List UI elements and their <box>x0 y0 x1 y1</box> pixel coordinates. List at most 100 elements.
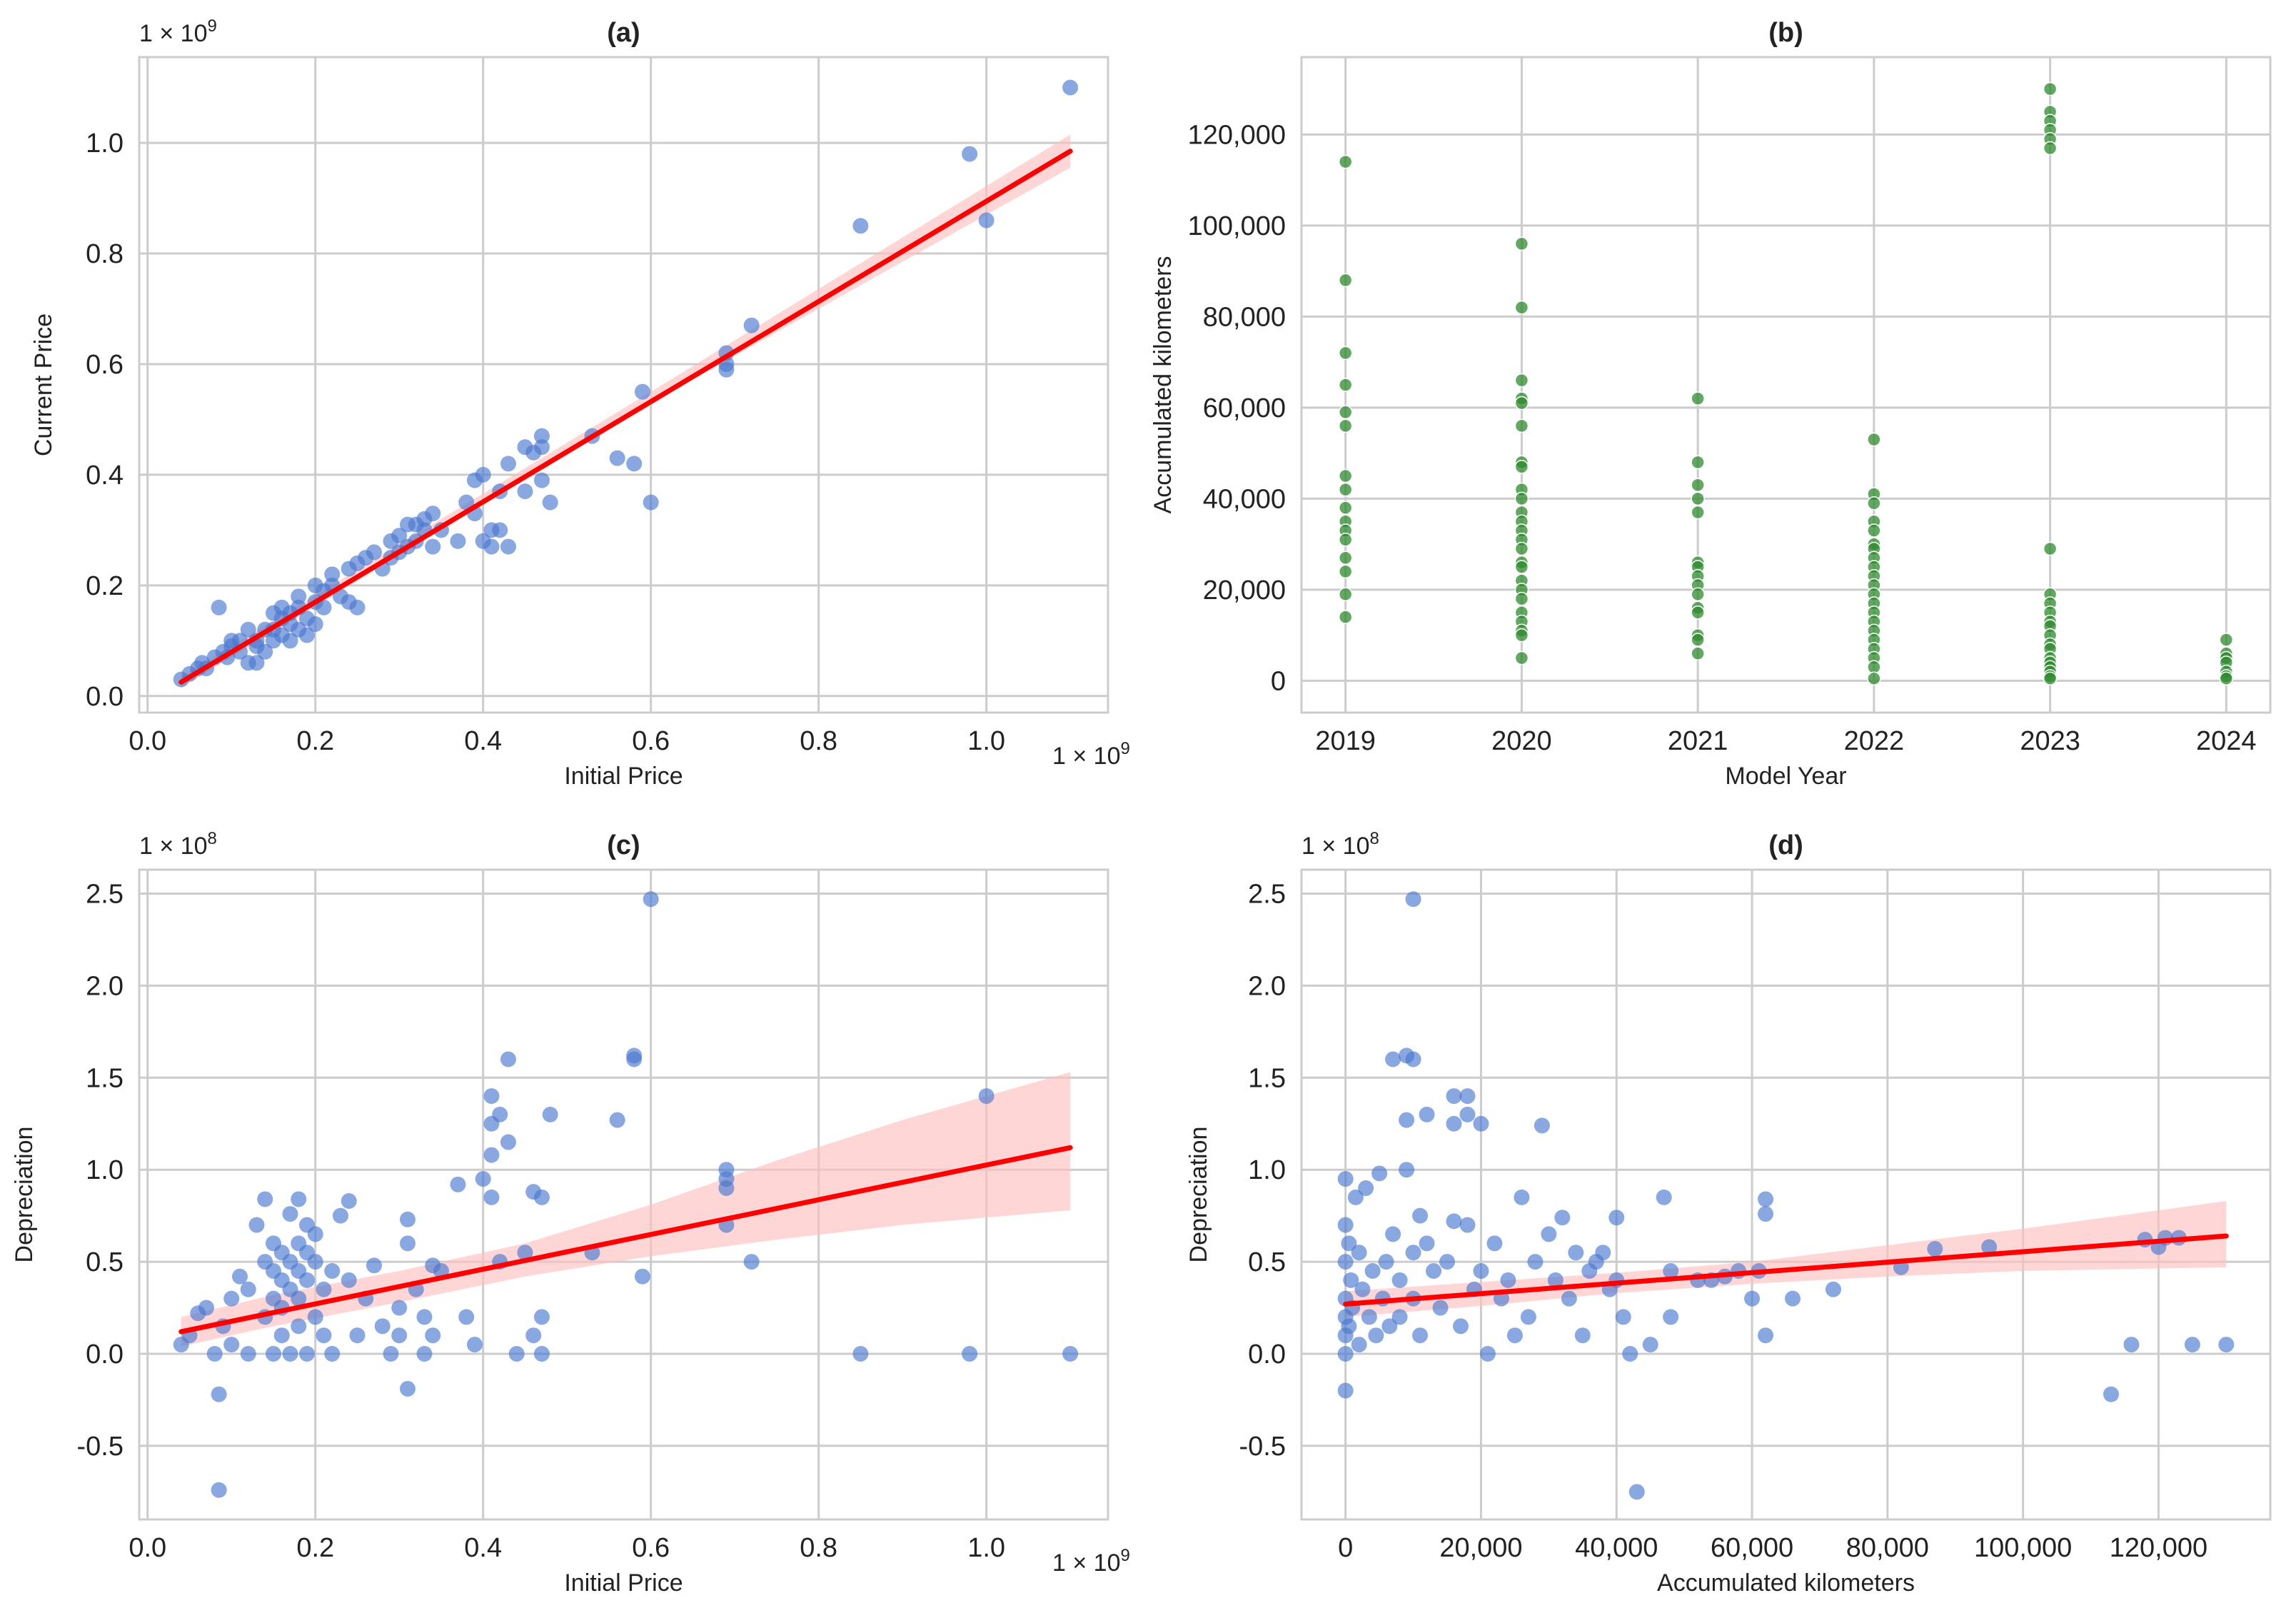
data-point <box>366 544 382 561</box>
data-point <box>2043 541 2058 556</box>
data-point <box>416 1345 433 1362</box>
data-point <box>1385 1226 1401 1242</box>
data-point <box>500 1134 516 1150</box>
data-point <box>2123 1337 2140 1353</box>
data-point <box>1981 1239 1998 1255</box>
data-point <box>542 494 558 511</box>
data-point <box>1338 533 1353 547</box>
data-point <box>1338 564 1353 579</box>
data-point <box>962 1345 978 1362</box>
data-point <box>978 1088 995 1105</box>
data-point <box>1514 418 1529 433</box>
data-point <box>2184 1337 2200 1353</box>
y-axis-label: Current Price <box>30 313 57 456</box>
data-point <box>1520 1309 1536 1325</box>
data-point <box>324 1345 341 1362</box>
data-point <box>1867 432 1881 447</box>
data-point <box>1385 1051 1401 1067</box>
data-point <box>1338 551 1353 565</box>
x-tick-label: 0.6 <box>632 1533 670 1563</box>
y-tick-label: 2.0 <box>1248 971 1286 1001</box>
data-point <box>634 383 650 400</box>
data-point <box>626 456 643 472</box>
data-point <box>1446 1213 1462 1230</box>
data-point <box>634 1268 650 1285</box>
data-point <box>391 1327 408 1344</box>
data-point <box>1453 1318 1469 1335</box>
data-point <box>1691 455 1705 470</box>
data-point <box>316 599 332 615</box>
confidence-band <box>181 1072 1071 1347</box>
data-point <box>316 1281 332 1297</box>
data-point <box>962 146 978 162</box>
plot-frame <box>1300 56 2272 714</box>
data-point <box>391 528 408 544</box>
data-point <box>211 599 227 615</box>
data-point <box>248 655 265 671</box>
data-point <box>1338 418 1353 433</box>
data-point <box>416 1309 433 1325</box>
panel-b: 2019 2020 2021 2022 2023 2024 0 20,000 40,000 60,… <box>1149 18 2272 790</box>
x-tick-label: 2023 <box>2020 726 2080 756</box>
data-point <box>450 1176 466 1192</box>
data-point <box>257 643 273 660</box>
data-point <box>282 1345 298 1362</box>
data-point <box>609 450 625 466</box>
data-point <box>500 1051 516 1067</box>
data-point <box>1459 1088 1476 1105</box>
x-tick-label: 40,000 <box>1575 1533 1658 1563</box>
data-point <box>1500 1272 1516 1288</box>
data-point <box>1867 496 1881 511</box>
y-tick-label: 20,000 <box>1203 576 1286 605</box>
data-point <box>609 1112 625 1128</box>
data-point <box>1574 1327 1591 1344</box>
data-point <box>525 1327 542 1344</box>
y-tick-label: 0.8 <box>86 239 124 269</box>
y-tick-label: 0.2 <box>86 571 124 601</box>
x-tick-label: 1.0 <box>967 726 1005 756</box>
data-point <box>458 494 475 511</box>
data-point <box>1419 1235 1435 1252</box>
data-point <box>508 1345 525 1362</box>
data-point <box>1337 1171 1354 1187</box>
data-point <box>718 361 735 378</box>
data-point <box>1527 1254 1544 1270</box>
panel-title: (d) <box>1768 830 1803 860</box>
data-point <box>1514 300 1529 315</box>
data-point <box>2043 81 2058 96</box>
data-point <box>1514 491 1529 506</box>
data-point <box>1608 1210 1625 1226</box>
data-point <box>1691 646 1705 660</box>
data-point <box>1446 1115 1462 1132</box>
data-point <box>626 1047 643 1064</box>
data-point <box>282 633 298 649</box>
x-axis-label: Accumulated kilometers <box>1657 1569 1915 1597</box>
y-tick-label: 0.0 <box>1248 1340 1286 1370</box>
data-point <box>341 1193 357 1210</box>
y-axis-label: Accumulated kilometers <box>1149 256 1177 514</box>
x-tick-label: 2020 <box>1491 726 1552 756</box>
data-point <box>1439 1254 1456 1270</box>
data-point <box>1337 1217 1354 1233</box>
data-point <box>425 506 441 522</box>
y-tick-label: 0.6 <box>86 350 124 380</box>
data-point <box>1547 1272 1564 1288</box>
plot-frame <box>1300 868 2272 1521</box>
y-tick-label: 60,000 <box>1203 393 1286 423</box>
data-point <box>324 1262 341 1279</box>
x-tick-label: 80,000 <box>1846 1533 1929 1563</box>
data-point <box>1446 1088 1462 1105</box>
y-tick-label: 0.5 <box>86 1247 124 1277</box>
data-point <box>307 616 323 633</box>
panel-title: (b) <box>1768 18 1803 48</box>
data-point <box>743 317 760 333</box>
data-point <box>1691 478 1705 492</box>
data-point <box>1358 1180 1374 1196</box>
data-point <box>1691 633 1705 647</box>
data-point <box>1338 273 1353 288</box>
data-point <box>332 1207 348 1224</box>
data-point <box>240 1281 256 1297</box>
data-point <box>1514 541 1529 556</box>
data-point <box>2043 671 2058 685</box>
